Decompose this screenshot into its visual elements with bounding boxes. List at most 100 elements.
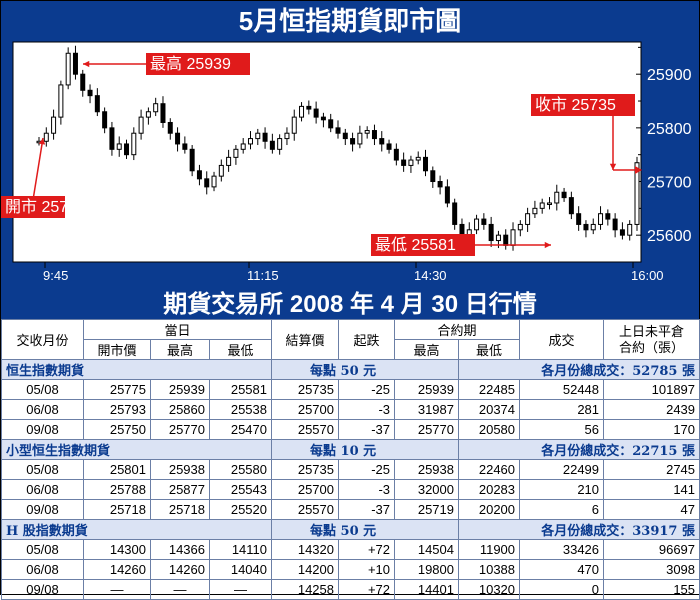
table-cell: 2439 bbox=[603, 399, 700, 420]
table-cell: 14401 bbox=[394, 579, 459, 600]
col-cp-high: 最高 bbox=[394, 339, 459, 360]
candle-body bbox=[233, 148, 239, 158]
y-tick-label: 25600 bbox=[647, 228, 692, 245]
table-cell: 25770 bbox=[150, 419, 210, 440]
candle-body bbox=[262, 132, 268, 142]
col-volume: 成交 bbox=[519, 319, 605, 360]
plot-area bbox=[12, 41, 642, 263]
table-cell: 170 bbox=[603, 419, 700, 440]
close-callout-box bbox=[531, 94, 635, 116]
x-tick-label: 14:30 bbox=[414, 268, 447, 283]
table-cell: +72 bbox=[338, 579, 395, 600]
candle-body bbox=[525, 213, 531, 225]
candle-body bbox=[320, 116, 326, 121]
table-cell: +10 bbox=[338, 559, 395, 580]
cell-month: 05/08 bbox=[1, 379, 84, 400]
candle-body bbox=[240, 143, 246, 150]
high-callout-arrowhead bbox=[83, 60, 90, 68]
table-cell: 25570 bbox=[271, 419, 339, 440]
table-row: 09/08 25718 25718 25520 25570 -37 25719 20200 6 4… bbox=[1, 499, 700, 520]
candle-body bbox=[175, 132, 181, 145]
table-cell: 25538 bbox=[209, 399, 272, 420]
candle-body bbox=[474, 218, 480, 231]
section-name: 恒生指數期貨 bbox=[1, 359, 272, 380]
table-cell: 19800 bbox=[394, 559, 459, 580]
table-cell: 20283 bbox=[457, 479, 521, 500]
section-per-point: 每點 50 元 bbox=[271, 519, 459, 540]
candle-body bbox=[58, 84, 64, 118]
candle-body bbox=[423, 156, 429, 172]
table-cell: 25939 bbox=[150, 379, 210, 400]
section-row: H 股指數期貨 每點 50 元各月份總成交：33917 張 bbox=[1, 519, 700, 540]
candle-body bbox=[138, 116, 144, 134]
table-cell: 25801 bbox=[83, 459, 151, 480]
table-row: 09/08— — —14258 +72 14401 10320 0 155 bbox=[1, 579, 700, 600]
table-cell: 155 bbox=[603, 579, 700, 600]
candle-body bbox=[583, 223, 589, 231]
table-cell: -37 bbox=[338, 499, 395, 520]
table-row: 05/08 25801 25938 25580 25735 -25 25938 22460 22… bbox=[1, 459, 700, 480]
col-change: 起跌 bbox=[338, 319, 395, 360]
open-callout-arrow bbox=[32, 137, 44, 201]
candle-body bbox=[291, 116, 297, 134]
table-cell: 210 bbox=[519, 479, 605, 500]
section-row: 恒生指數期貨 每點 50 元各月份總成交：52785 張 bbox=[1, 359, 700, 380]
table-cell: 101897 bbox=[603, 379, 700, 400]
y-tick-label: 25800 bbox=[647, 121, 692, 138]
table-cell: 14504 bbox=[394, 539, 459, 560]
candle-body bbox=[72, 52, 78, 75]
candle-body bbox=[43, 132, 49, 142]
table-cell: 14258 bbox=[271, 579, 339, 600]
candle-body bbox=[598, 213, 604, 225]
candle-body bbox=[634, 162, 640, 225]
table-cell: 22499 bbox=[519, 459, 605, 480]
chart-title: 5月恒指期貨即市圖 bbox=[1, 1, 699, 38]
cell-month: 05/08 bbox=[1, 459, 84, 480]
cell-month: 09/08 bbox=[1, 499, 84, 520]
table-row: 05/08 14300 14366 14110 14320 +72 14504 11900 33… bbox=[1, 539, 700, 560]
table-cell: 52448 bbox=[519, 379, 605, 400]
candle-body bbox=[167, 121, 173, 134]
candle-body bbox=[495, 234, 501, 242]
table-cell: — bbox=[83, 579, 151, 600]
candle-body bbox=[299, 105, 305, 118]
candle-body bbox=[379, 138, 385, 145]
table-cell: 96697 bbox=[603, 539, 700, 560]
candle-body bbox=[306, 105, 312, 110]
chart-area: 25600 25700 25800 25900 9:45 11:15 14:30 16:00 開… bbox=[1, 38, 699, 284]
candle-body bbox=[539, 202, 545, 209]
candle-body bbox=[124, 143, 130, 156]
candle-body bbox=[605, 213, 611, 220]
candle-body bbox=[196, 170, 202, 180]
high-callout-label: 最高 25939 bbox=[150, 55, 231, 73]
x-tick-label: 11:15 bbox=[247, 268, 279, 283]
table-cell: 14200 bbox=[271, 559, 339, 580]
section-name: H 股指數期貨 bbox=[1, 519, 272, 540]
table-cell: 14366 bbox=[150, 539, 210, 560]
section-total: 各月份總成交：52785 張 bbox=[457, 359, 700, 380]
table-cell: — bbox=[209, 579, 272, 600]
candle-body bbox=[342, 132, 348, 140]
table-cell: 25700 bbox=[271, 479, 339, 500]
y-tick-label: 25700 bbox=[647, 175, 692, 192]
table-cell: 25939 bbox=[394, 379, 459, 400]
table-cell: 25877 bbox=[150, 479, 210, 500]
candle-body bbox=[277, 138, 283, 150]
candle-body bbox=[328, 119, 334, 129]
cell-month: 09/08 bbox=[1, 579, 84, 600]
table-row: 06/08 14260 14260 14040 14200 +10 19800 10388 47… bbox=[1, 559, 700, 580]
low-callout-arrowhead bbox=[544, 241, 551, 249]
candle-body bbox=[619, 229, 625, 236]
table-cell: — bbox=[150, 579, 210, 600]
candle-body bbox=[408, 159, 414, 166]
table-cell: 2745 bbox=[603, 459, 700, 480]
table-cell: 33426 bbox=[519, 539, 605, 560]
candle-body bbox=[364, 130, 370, 134]
candle-body bbox=[546, 202, 552, 205]
section-per-point: 每點 10 元 bbox=[271, 439, 459, 460]
candle-body bbox=[576, 213, 582, 225]
candle-body bbox=[437, 181, 443, 188]
table-cell: 25543 bbox=[209, 479, 272, 500]
table-cell: 14260 bbox=[83, 559, 151, 580]
